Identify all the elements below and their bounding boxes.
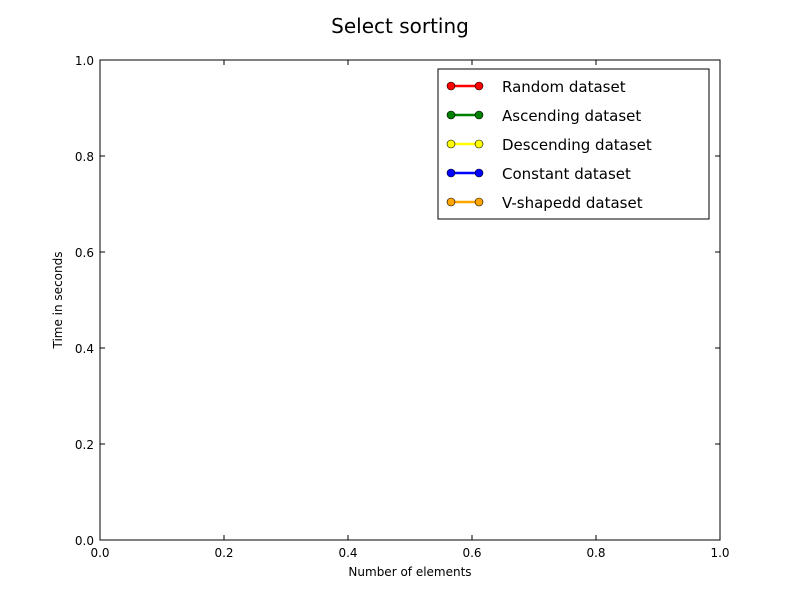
legend-marker (446, 139, 456, 149)
y-tick-label: 0.6 (75, 246, 94, 260)
y-tick-label: 0.0 (75, 534, 94, 548)
legend-label: Descending dataset (502, 136, 652, 154)
legend-marker (474, 197, 484, 207)
legend-label: Constant dataset (502, 165, 631, 183)
legend-label: V-shapedd dataset (502, 194, 643, 212)
legend-marker (474, 110, 484, 120)
legend-marker (474, 168, 484, 178)
y-axis: 0.0 0.2 0.4 0.6 0.8 1.0 (75, 54, 720, 548)
x-tick-label: 1.0 (710, 546, 729, 560)
y-tick-label: 1.0 (75, 54, 94, 68)
legend-marker (474, 139, 484, 149)
x-tick-label: 0.6 (462, 546, 481, 560)
x-tick-label: 0.4 (338, 546, 357, 560)
x-tick-label: 0.0 (90, 546, 109, 560)
x-tick-label: 0.8 (586, 546, 605, 560)
legend-marker (474, 81, 484, 91)
legend-marker (446, 81, 456, 91)
chart-title: Select sorting (331, 14, 469, 38)
x-tick-label: 0.2 (214, 546, 233, 560)
x-axis: 0.0 0.2 0.4 0.6 0.8 1.0 (90, 60, 730, 560)
legend: Random dataset Ascending dataset Descendin… (437, 68, 710, 220)
y-axis-label: Time in seconds (51, 252, 65, 350)
legend-label: Ascending dataset (502, 107, 641, 125)
legend-marker (446, 197, 456, 207)
legend-marker (446, 168, 456, 178)
legend-label: Random dataset (502, 78, 626, 96)
y-tick-label: 0.4 (75, 342, 94, 356)
x-axis-label: Number of elements (348, 565, 471, 579)
legend-marker (446, 110, 456, 120)
y-tick-label: 0.8 (75, 150, 94, 164)
y-tick-label: 0.2 (75, 438, 94, 452)
